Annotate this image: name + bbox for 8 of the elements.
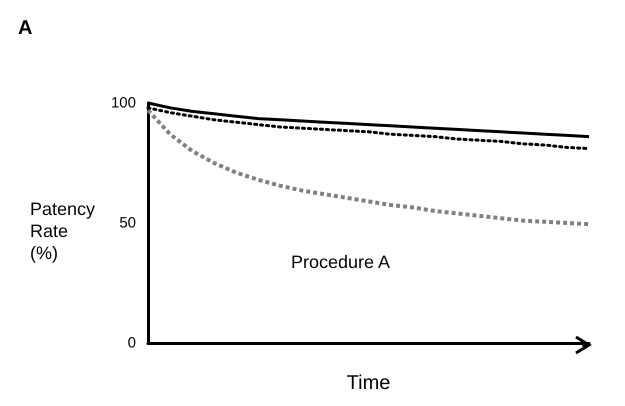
y-tick-label: 100 (110, 94, 136, 112)
y-tick-label: 0 (128, 334, 136, 352)
annotation: Procedure A (291, 252, 390, 272)
line-series (146, 108, 591, 226)
text: A (18, 17, 32, 39)
x-axis-title: Time (346, 372, 390, 394)
y-tick-label: 50 (119, 214, 136, 232)
y-axis-title: Patency Rate (%) (30, 199, 96, 263)
